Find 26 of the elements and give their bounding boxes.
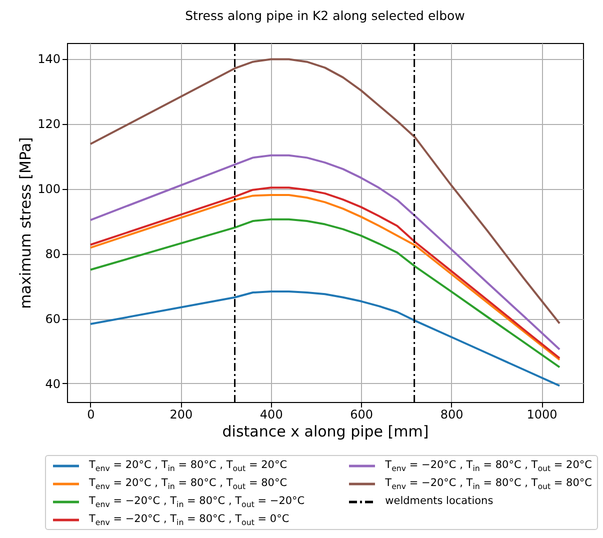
y-axis-title: maximum stress [MPa] <box>16 137 35 309</box>
legend-label: weldments locations <box>385 495 494 508</box>
x-tick-label: 800 <box>440 408 464 422</box>
legend-label: T$_{env}$ = 20°C , T$_{in}$ = 80°C , T$_{out}$ = 20°C <box>89 459 288 474</box>
x-tick-label: 200 <box>170 408 193 422</box>
y-tick-label: 140 <box>38 52 60 66</box>
y-tick-label: 40 <box>45 376 60 391</box>
y-tick-label: 80 <box>45 247 60 262</box>
line-series <box>89 58 561 324</box>
legend-label: T$_{env}$ = −20°C , T$_{in}$ = 80°C , T$_{out}$ = 0°C <box>89 513 290 528</box>
x-tick-label: 600 <box>350 408 374 422</box>
legend-label: T$_{env}$ = 20°C , T$_{in}$ = 80°C , T$_{out}$ = 80°C <box>89 477 288 492</box>
x-tick-label: 0 <box>87 408 95 422</box>
x-tick-label: 1000 <box>526 408 558 422</box>
line-series <box>89 218 561 368</box>
x-axis-title: distance x along pipe [mm] <box>222 422 429 440</box>
legend-label: T$_{env}$ = −20°C , T$_{in}$ = 80°C , T$_{out}$ = 20°C <box>385 459 592 474</box>
legend-label: T$_{env}$ = −20°C , T$_{in}$ = 80°C , T$_{out}$ = 80°C <box>385 477 592 492</box>
y-tick-label: 120 <box>38 117 60 132</box>
x-tick-label: 400 <box>260 408 283 422</box>
y-tick-label: 60 <box>45 312 60 326</box>
chart-title: Stress along pipe in K2 along selected elbow <box>185 8 465 23</box>
line-series <box>89 154 561 350</box>
y-tick-label: 100 <box>38 182 60 196</box>
line-series <box>89 290 561 387</box>
legend-label: T$_{env}$ = −20°C , T$_{in}$ = 80°C , T$_{out}$ = −20°C <box>89 495 305 510</box>
